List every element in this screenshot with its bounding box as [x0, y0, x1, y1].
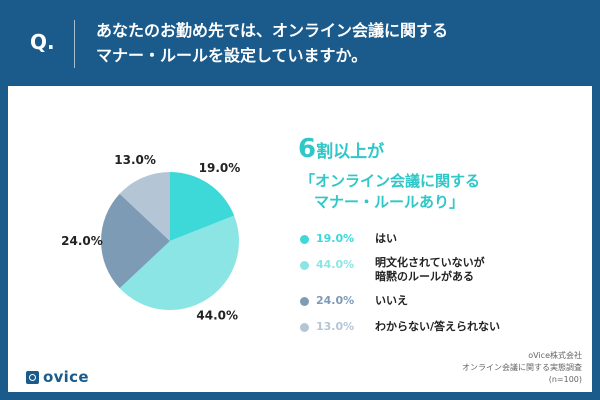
source-company: oVice株式会社 [528, 351, 582, 360]
question-text: あなたのお勤め先では、オンライン会議に関する マナー・ルールを設定していますか。 [96, 18, 576, 68]
pie-label-unwritten-rule: 44.0% [196, 308, 238, 322]
legend-item-unwritten-rule: 44.0% 明文化されていないが 暗黙のルールがある [300, 256, 560, 288]
headline: 6割以上が 「オンライン会議に関する マナー・ルールあり」 [298, 134, 480, 213]
headline-line-1: 6割以上が [298, 134, 480, 167]
ovice-logo-icon [26, 370, 39, 384]
legend-label-unknown: わからない/答えられない [375, 320, 501, 333]
legend-item-no: 24.0% いいえ [300, 292, 560, 314]
legend-label-unwritten-rule-line-2: 暗黙のルールがある [375, 270, 474, 283]
legend-dot-yes [300, 235, 309, 244]
pie-slice-unwritten-rule [119, 215, 239, 310]
legend-label-yes: はい [375, 232, 397, 245]
pie-label-unknown: 13.0% [114, 153, 156, 167]
pie-slice-yes [170, 172, 235, 241]
pie-label-yes: 19.0% [199, 161, 241, 175]
source-sample-size: (n=100) [548, 375, 582, 384]
headline-line-1-text: 割以上が [316, 142, 385, 162]
legend-value-unwritten-rule: 44.0% [316, 258, 355, 271]
source-survey: オンライン会議に関する実態調査 [462, 363, 582, 372]
headline-number: 6 [298, 134, 317, 164]
question-line-2: マナー・ルールを設定していますか。 [96, 46, 368, 65]
legend-dot-no [300, 297, 309, 306]
question-line-1: あなたのお勤め先では、オンライン会議に関する [96, 21, 449, 40]
legend-value-no: 24.0% [316, 294, 355, 307]
legend-dot-unknown [300, 323, 309, 332]
pie-slice-unknown [119, 172, 170, 241]
pie-slice-no [101, 193, 170, 289]
brand-name: ovice [43, 368, 89, 386]
pie-chart: 19.0% 44.0% 24.0% 13.0% [61, 153, 241, 322]
legend-item-yes: 19.0% はい [300, 230, 560, 252]
legend-dot-unwritten-rule [300, 261, 309, 270]
headline-line-2: 「オンライン会議に関する [300, 172, 481, 190]
legend-value-unknown: 13.0% [316, 320, 355, 333]
header: Q. あなたのお勤め先では、オンライン会議に関する マナー・ルールを設定していま… [0, 0, 600, 86]
source-note: oVice株式会社 オンライン会議に関する実態調査 (n=100) [462, 350, 582, 386]
pie-label-no: 24.0% [61, 234, 103, 248]
legend-item-unknown: 13.0% わからない/答えられない [300, 318, 560, 340]
legend: 19.0% はい 44.0% 明文化されていないが 暗黙のルールがある 24.0… [300, 230, 560, 344]
legend-value-yes: 19.0% [316, 232, 355, 245]
brand-logo: ovice [26, 368, 89, 386]
headline-line-3: マナー・ルールあり」 [314, 193, 465, 211]
header-divider [74, 20, 75, 68]
legend-label-unwritten-rule-line-1: 明文化されていないが [375, 256, 485, 269]
question-mark: Q. [30, 30, 55, 54]
content-card: 19.0% 44.0% 24.0% 13.0% 6割以上が 「オンライン会議に関する … [8, 86, 592, 392]
legend-label-no: いいえ [375, 294, 408, 307]
legend-label-unwritten-rule: 明文化されていないが 暗黙のルールがある [375, 256, 555, 284]
